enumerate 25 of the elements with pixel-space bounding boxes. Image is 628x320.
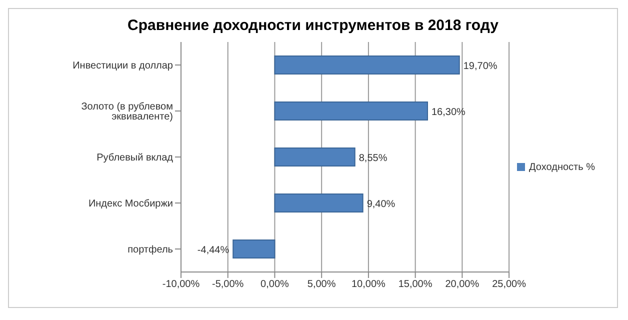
data-label: 9,40% (366, 199, 396, 210)
y-tick-label: Золото (в рублевом эквиваленте) (81, 102, 174, 123)
y-tick-label: Инвестиции в доллар (72, 60, 174, 72)
x-tick-label: -5,00% (212, 279, 244, 290)
x-tick-label: 5,00% (307, 279, 336, 290)
bar (274, 56, 460, 74)
bar (232, 240, 276, 258)
x-tick-label: 15,00% (398, 279, 432, 290)
x-tick-label: 10,00% (351, 279, 386, 290)
bar (274, 194, 364, 212)
x-tick-label: 25,00% (492, 279, 526, 290)
data-label: 8,55% (358, 153, 388, 164)
y-tick-label: Индекс Мосбиржи (88, 198, 173, 210)
x-tick-label: -10,00% (162, 279, 200, 290)
data-label: -4,44% (197, 245, 230, 256)
bar (274, 148, 356, 166)
y-tick-label: портфель (128, 244, 173, 256)
chart-title: Сравнение доходности инструментов в 2018 году (126, 16, 500, 36)
x-tick-label: 0,00% (260, 279, 290, 290)
legend-label: Доходность % (529, 162, 595, 172)
x-tick-label: 20,00% (445, 279, 480, 290)
data-label: 16,30% (432, 107, 466, 118)
data-label: 19,70% (463, 61, 498, 72)
y-tick-label: Рублевый вклад (96, 152, 174, 164)
bar (274, 102, 428, 120)
